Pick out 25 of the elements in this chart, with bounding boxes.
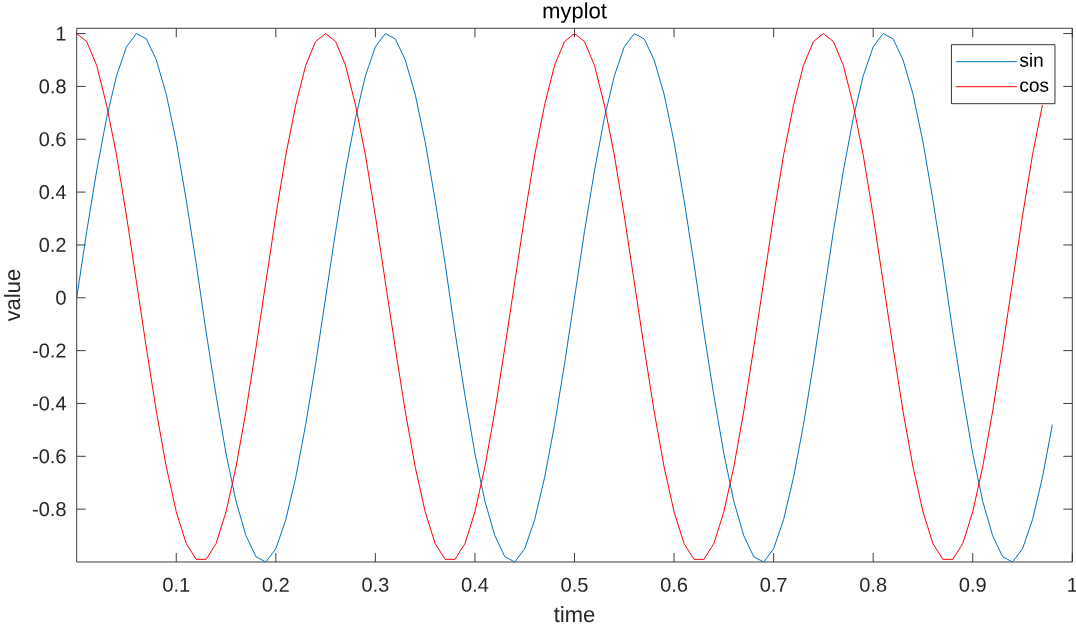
x-axis-title: time — [554, 606, 595, 623]
x-tick-label: 0.9 — [959, 577, 986, 592]
x-tick-label: 1 — [1068, 577, 1076, 592]
y-tick-label: 0.2 — [39, 237, 66, 253]
y-tick-label: -0.6 — [32, 449, 66, 464]
y-tick-label: -0.2 — [32, 343, 66, 358]
legend-label: sin — [1019, 52, 1043, 67]
y-tick-label: 1 — [56, 26, 66, 41]
legend-label: cos — [1020, 81, 1049, 92]
y-tick-label: 0.8 — [39, 79, 66, 94]
y-tick-label: -0.8 — [32, 502, 66, 517]
chart-title: myplot — [543, 2, 607, 23]
x-tick-label: 0.5 — [561, 577, 588, 592]
y-tick-label: 0 — [56, 290, 66, 305]
x-tick-label: 0.6 — [660, 577, 688, 592]
y-tick-label: 0.4 — [39, 185, 66, 200]
x-tick-label: 0.8 — [860, 577, 887, 592]
x-tick-label: 0.1 — [163, 577, 190, 592]
x-tick-label: 0.2 — [262, 577, 289, 592]
x-tick-label: 0.7 — [760, 577, 787, 592]
y-tick-label: 0.6 — [39, 132, 66, 147]
x-tick-label: 0.4 — [461, 577, 489, 592]
y-tick-label: -0.4 — [32, 396, 66, 411]
y-axis-title: value — [4, 269, 21, 322]
x-tick-label: 0.3 — [362, 577, 389, 592]
